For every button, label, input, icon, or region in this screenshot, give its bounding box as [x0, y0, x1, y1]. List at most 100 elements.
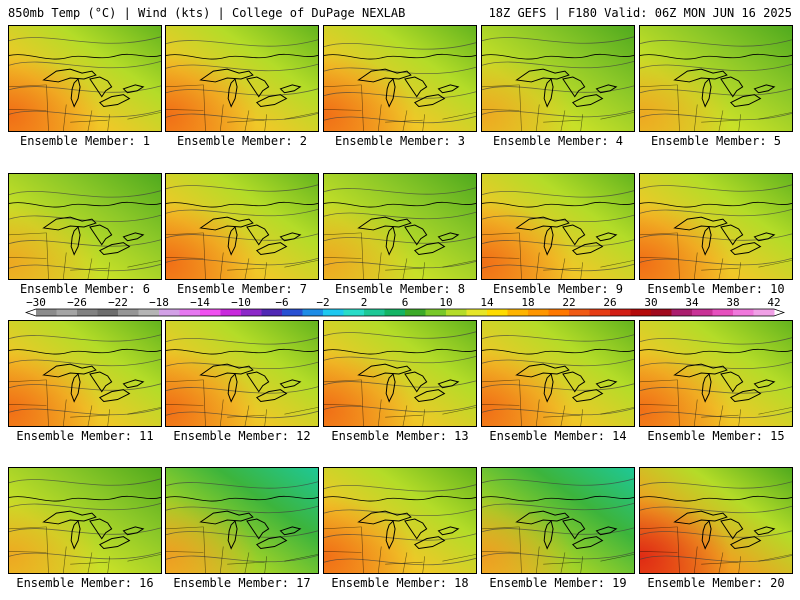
state-border — [377, 399, 382, 426]
coastline — [324, 495, 476, 502]
wind-contour — [9, 263, 161, 272]
coastline — [640, 53, 792, 60]
wind-contour — [482, 502, 634, 511]
state-border — [9, 232, 47, 236]
state-border — [442, 407, 476, 415]
state-border — [377, 252, 382, 279]
great-lake-outline — [404, 371, 428, 393]
state-border — [219, 546, 224, 573]
great-lake-outline — [673, 216, 728, 231]
state-border — [324, 379, 362, 383]
state-border — [738, 409, 741, 426]
colorbar-tick-label: 10 — [439, 296, 452, 309]
great-lake-outline — [437, 526, 460, 536]
state-border — [46, 526, 49, 573]
wind-contour — [640, 63, 792, 72]
state-border — [87, 110, 93, 131]
wind-contour — [482, 383, 634, 391]
great-lake-outline — [246, 518, 270, 540]
state-border — [718, 405, 724, 426]
great-lake-outline — [89, 518, 113, 540]
state-border — [677, 232, 680, 279]
colorbar-swatch — [36, 309, 57, 316]
state-border — [640, 404, 678, 406]
wind-contour — [482, 527, 634, 535]
colorbar-swatch — [77, 309, 98, 316]
temperature-colorbar: −30 −26 −22 −18 −14 −10 −6 −2 2 6 10 14 18 22 26 30 34 38… — [24, 296, 786, 317]
state-border — [402, 110, 408, 131]
state-border — [718, 552, 724, 573]
wind-contour — [482, 358, 634, 367]
ensemble-member-label: Ensemble Member: 3 — [334, 134, 466, 148]
wind-contour — [166, 63, 318, 72]
great-lake-outline — [701, 373, 712, 403]
state-border — [385, 267, 423, 271]
state-border — [284, 407, 318, 415]
wind-contour — [482, 552, 634, 560]
great-lake-outline — [753, 526, 776, 536]
state-border — [107, 556, 110, 573]
state-border — [738, 114, 741, 131]
great-lake-outline — [279, 232, 302, 242]
state-border — [758, 260, 792, 268]
state-border — [677, 379, 680, 426]
state-border — [560, 110, 566, 131]
ensemble-member-label: Ensemble Member: 14 — [489, 429, 627, 443]
great-lake-outline — [437, 232, 460, 242]
state-border — [535, 546, 540, 573]
great-lake-outline — [571, 389, 604, 402]
wind-contour — [324, 331, 476, 339]
ensemble-member-label: Ensemble Member: 6 — [19, 282, 151, 296]
state-border — [442, 112, 476, 120]
state-border — [677, 84, 680, 131]
wind-contour — [166, 337, 318, 345]
ensemble-member-label: Ensemble Member: 7 — [176, 282, 308, 296]
colorbar-tick-label: 14 — [480, 296, 494, 309]
ensemble-member-map — [639, 467, 793, 574]
colorbar-tick-label: −22 — [108, 296, 128, 309]
wind-contour — [640, 505, 792, 514]
great-lake-outline — [595, 232, 618, 242]
state-border — [62, 399, 67, 426]
great-lake-outline — [89, 76, 113, 98]
coastline — [482, 201, 634, 208]
colorbar-swatch — [466, 309, 488, 316]
colorbar-swatch — [118, 309, 139, 316]
state-border — [385, 119, 423, 123]
state-border — [264, 114, 267, 131]
coastline — [640, 201, 792, 208]
colorbar-swatch — [753, 309, 775, 316]
state-border — [9, 84, 47, 88]
great-lake-outline — [571, 242, 604, 255]
state-border — [219, 399, 224, 426]
state-border — [402, 258, 408, 279]
colorbar-swatch — [610, 309, 631, 316]
state-border — [219, 104, 224, 131]
great-lake-outline — [729, 389, 762, 402]
coastline — [324, 53, 476, 60]
wind-contour — [324, 355, 476, 364]
run-valid-time: 18Z GEFS | F180 Valid: 06Z MON JUN 16 20… — [488, 6, 792, 20]
wind-contour — [324, 236, 476, 244]
state-border — [244, 405, 250, 426]
state-border — [284, 112, 318, 120]
great-lake-outline — [701, 226, 712, 256]
great-lake-outline — [515, 510, 570, 525]
colorbar-swatch — [671, 309, 693, 316]
state-border — [701, 119, 739, 123]
wind-contour — [9, 527, 161, 535]
coastline — [9, 201, 161, 208]
ensemble-member-map — [323, 25, 477, 132]
great-lake-outline — [357, 68, 412, 83]
state-border — [324, 109, 362, 111]
coastline — [482, 53, 634, 60]
great-lake-outline — [729, 242, 762, 255]
great-lake-outline — [98, 389, 131, 402]
colorbar-swatch — [528, 309, 549, 316]
state-border — [166, 232, 204, 236]
wind-contour — [640, 208, 792, 217]
wind-contour — [482, 407, 634, 416]
state-border — [600, 112, 634, 120]
state-border — [677, 526, 680, 573]
state-border — [87, 258, 93, 279]
